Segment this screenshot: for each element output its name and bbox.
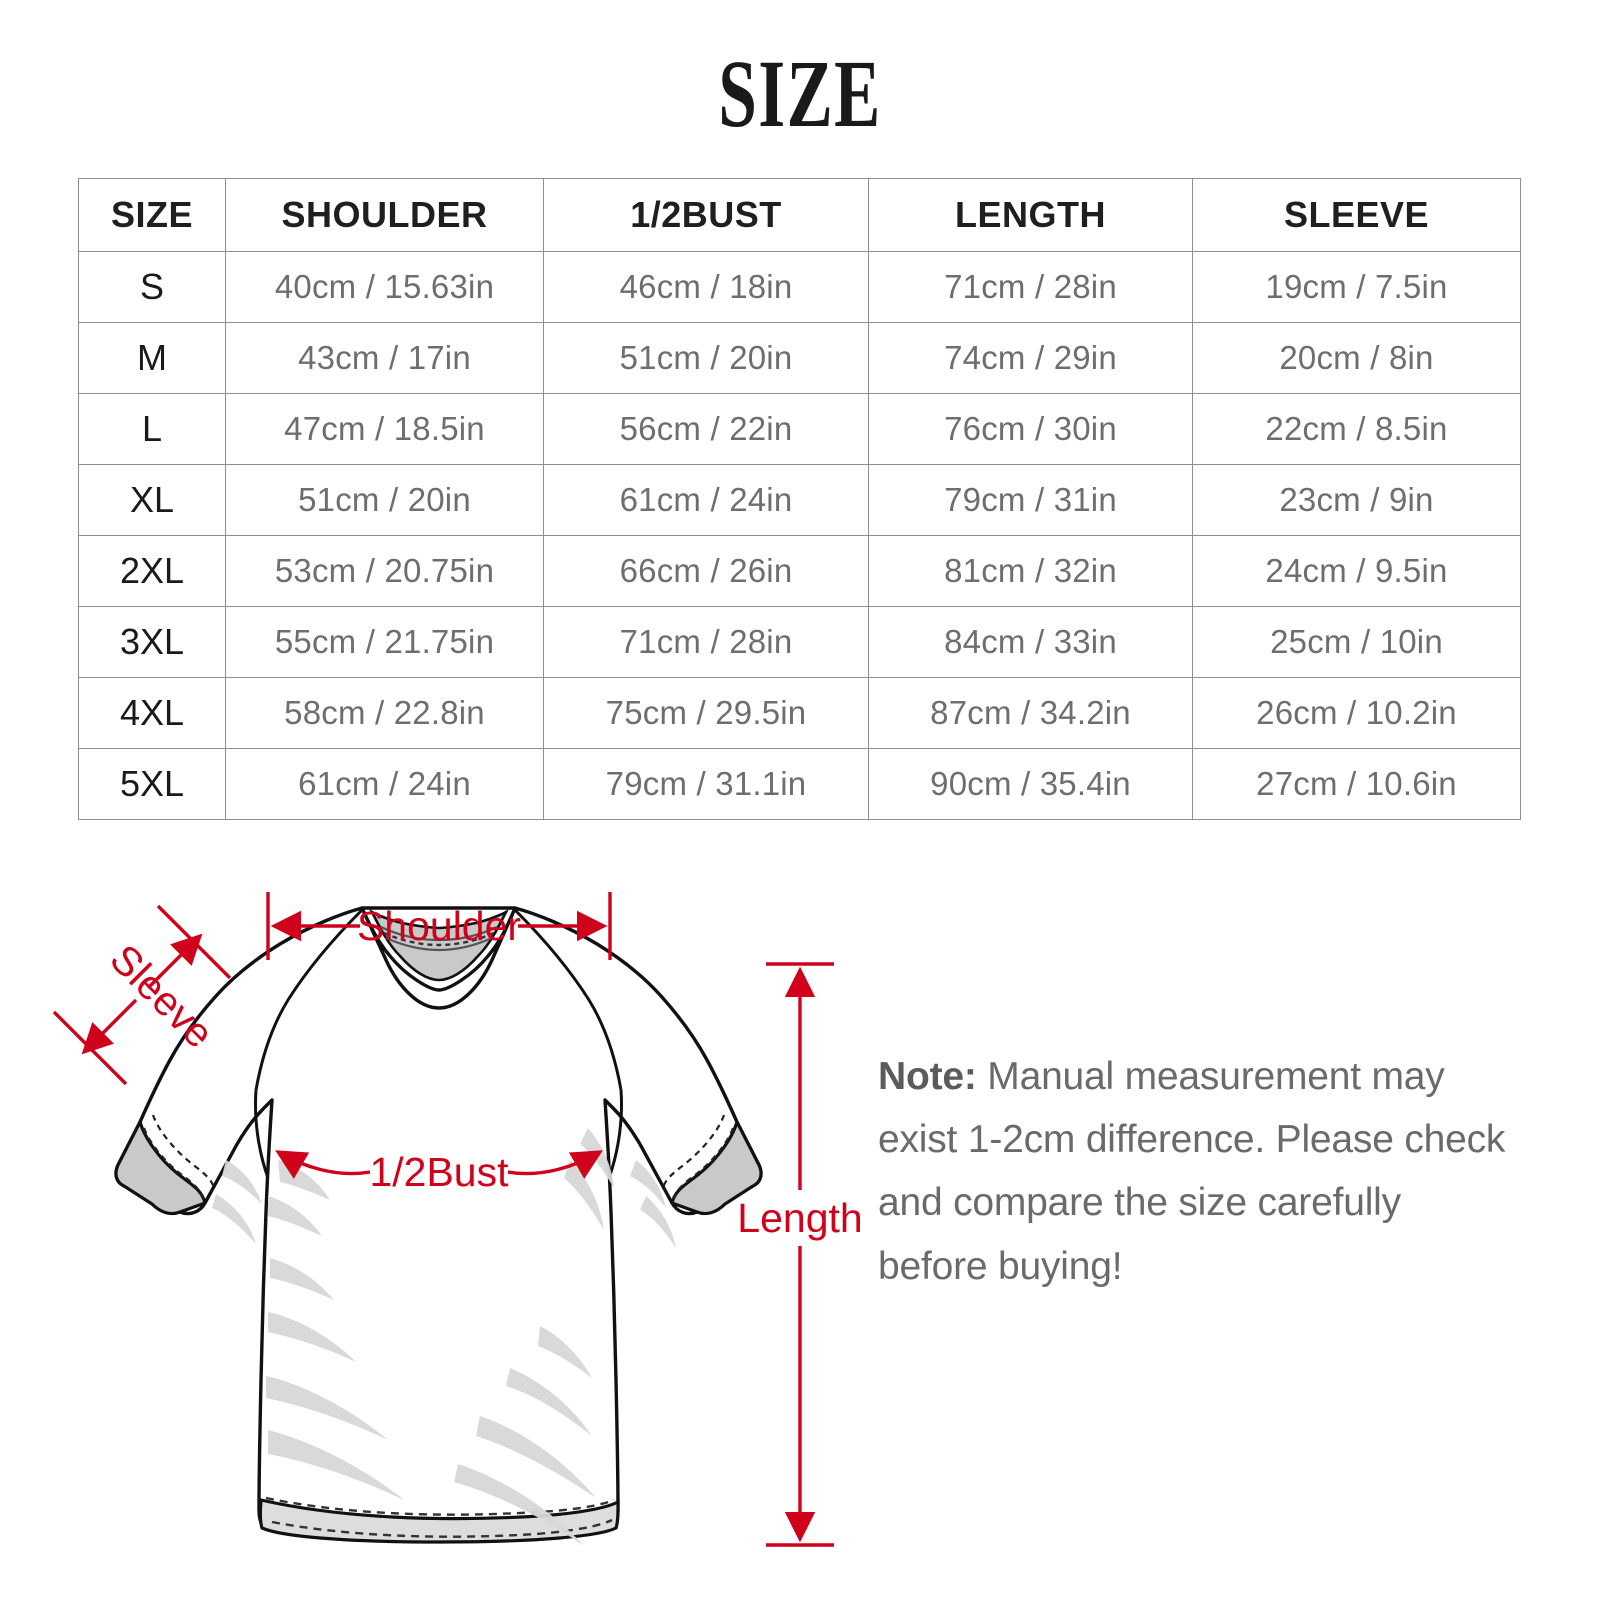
table-row: L 47cm / 18.5in 56cm / 22in 76cm / 30in …: [78, 393, 1521, 465]
cell-shoulder: 58cm / 22.8in: [225, 677, 544, 749]
table-row: M 43cm / 17in 51cm / 20in 74cm / 29in 20…: [78, 322, 1521, 394]
table-row: 5XL 61cm / 24in 79cm / 31.1in 90cm / 35.…: [78, 748, 1521, 820]
length-label: Length: [737, 1195, 860, 1241]
shoulder-seam-right: [513, 908, 623, 1091]
cell-shoulder: 61cm / 24in: [225, 748, 544, 820]
sleeve-cuff-stitch-right2: [661, 1114, 726, 1189]
cell-shoulder: 53cm / 20.75in: [225, 535, 544, 607]
cell-shoulder: 55cm / 21.75in: [225, 606, 544, 678]
cell-length: 76cm / 30in: [868, 393, 1193, 465]
cell-bust: 75cm / 29.5in: [543, 677, 869, 749]
cell-sleeve: 23cm / 9in: [1192, 464, 1521, 536]
sleeve-arrow-lower: [81, 998, 138, 1055]
sleeve-cuff-stitch-right: [671, 1127, 735, 1201]
cell-length: 81cm / 32in: [868, 535, 1193, 607]
cell-sleeve: 22cm / 8.5in: [1192, 393, 1521, 465]
tshirt-illustration: [114, 906, 763, 1546]
cell-bust: 56cm / 22in: [543, 393, 869, 465]
note-block: Note: Manual measurement may exist 1-2cm…: [878, 1045, 1518, 1298]
shoulder-label: Shoulder: [357, 903, 521, 949]
column-header-size: SIZE: [78, 178, 226, 252]
cell-bust: 61cm / 24in: [543, 464, 869, 536]
table-row: XL 51cm / 20in 61cm / 24in 79cm / 31in 2…: [78, 464, 1521, 536]
cell-shoulder: 40cm / 15.63in: [225, 251, 544, 323]
cell-bust: 46cm / 18in: [543, 251, 869, 323]
note-label: Note:: [878, 1055, 977, 1098]
table-row: S 40cm / 15.63in 46cm / 18in 71cm / 28in…: [78, 251, 1521, 323]
table-row: 2XL 53cm / 20.75in 66cm / 26in 81cm / 32…: [78, 535, 1521, 607]
bust-dimension: 1/2Bust: [275, 1149, 603, 1195]
shoulder-seam-left: [254, 908, 364, 1091]
cell-length: 90cm / 35.4in: [868, 748, 1193, 820]
table-row: 4XL 58cm / 22.8in 75cm / 29.5in 87cm / 3…: [78, 677, 1521, 749]
note-text: Manual measurement may exist 1-2cm diffe…: [878, 1055, 1506, 1288]
cell-size: M: [78, 322, 226, 394]
collar-band-lower: [385, 936, 493, 952]
cell-bust: 51cm / 20in: [543, 322, 869, 394]
armhole-left: [254, 1089, 270, 1179]
cell-size: L: [78, 393, 226, 465]
hem-outline: [258, 1498, 620, 1544]
cell-shoulder: 51cm / 20in: [225, 464, 544, 536]
tshirt-diagram-svg: Shoulder Sleeve 1/2Bust Length: [52, 892, 860, 1547]
cell-shoulder: 47cm / 18.5in: [225, 393, 544, 465]
cell-sleeve: 27cm / 10.6in: [1192, 748, 1521, 820]
measurement-diagram: Shoulder Sleeve 1/2Bust Length: [0, 840, 1600, 1600]
cell-length: 87cm / 34.2in: [868, 677, 1193, 749]
collar-band-stitching: [383, 931, 495, 947]
table-row: 3XL 55cm / 21.75in 71cm / 28in 84cm / 33…: [78, 606, 1521, 678]
sleeve-cuff-right: [670, 1120, 763, 1216]
size-chart-table: SIZE SHOULDER 1/2BUST LENGTH SLEEVE S 40…: [78, 178, 1521, 820]
column-header-length: LENGTH: [868, 178, 1193, 252]
cell-bust: 66cm / 26in: [543, 535, 869, 607]
sleeve-cuff-left: [114, 1120, 207, 1216]
cell-sleeve: 20cm / 8in: [1192, 322, 1521, 394]
column-header-sleeve: SLEEVE: [1192, 178, 1521, 252]
cell-sleeve: 24cm / 9.5in: [1192, 535, 1521, 607]
cell-size: 5XL: [78, 748, 226, 820]
cell-sleeve: 25cm / 10in: [1192, 606, 1521, 678]
bust-arrow-right: [507, 1150, 603, 1179]
bust-label: 1/2Bust: [369, 1149, 509, 1195]
cell-size: 2XL: [78, 535, 226, 607]
length-dimension: Length: [737, 962, 860, 1547]
cell-bust: 79cm / 31.1in: [543, 748, 869, 820]
cell-size: XL: [78, 464, 226, 536]
collar-band: [380, 926, 498, 942]
sleeve-cuff-stitch-left: [142, 1127, 206, 1201]
page-title: SIZE: [718, 40, 882, 147]
cell-length: 84cm / 33in: [868, 606, 1193, 678]
bust-arrow-left: [275, 1150, 371, 1179]
hem-stitch-lower: [271, 1518, 613, 1538]
cell-sleeve: 19cm / 7.5in: [1192, 251, 1521, 323]
collar-outline: [360, 906, 517, 1010]
cell-size: S: [78, 251, 226, 323]
sleeve-cuff-stitch-left2: [151, 1114, 216, 1189]
hem-stitch-upper: [265, 1496, 615, 1516]
cell-shoulder: 43cm / 17in: [225, 322, 544, 394]
shoulder-dimension: Shoulder: [266, 892, 612, 960]
column-header-bust: 1/2BUST: [543, 178, 869, 252]
cell-length: 79cm / 31in: [868, 464, 1193, 536]
cell-length: 74cm / 29in: [868, 322, 1193, 394]
cell-length: 71cm / 28in: [868, 251, 1193, 323]
cell-sleeve: 26cm / 10.2in: [1192, 677, 1521, 749]
column-header-shoulder: SHOULDER: [225, 178, 544, 252]
armhole-right: [607, 1089, 623, 1179]
table-header-row: SIZE SHOULDER 1/2BUST LENGTH SLEEVE: [78, 178, 1521, 252]
cell-size: 4XL: [78, 677, 226, 749]
cell-bust: 71cm / 28in: [543, 606, 869, 678]
cell-size: 3XL: [78, 606, 226, 678]
sleeve-arrow-upper: [146, 933, 203, 990]
